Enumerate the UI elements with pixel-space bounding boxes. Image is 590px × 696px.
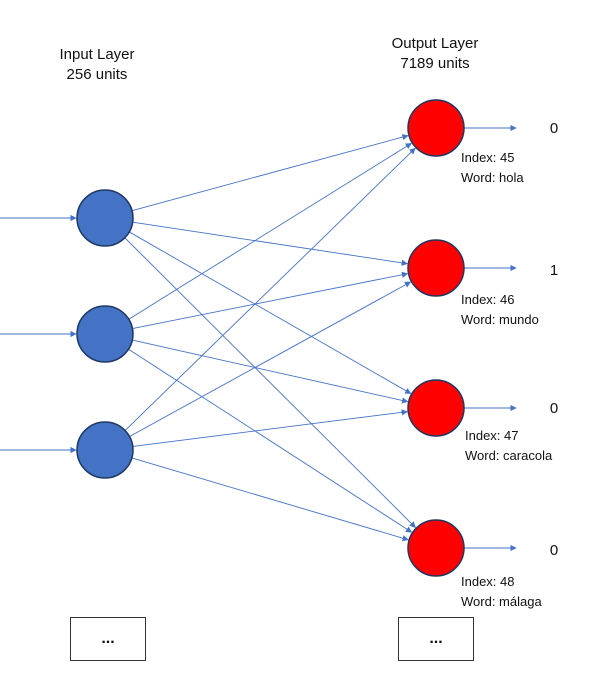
output-layer-more-box: ... [398,617,474,661]
input-layer-title: Input Layer 256 units [12,45,182,85]
input-layer-title-text: Input Layer [59,46,135,63]
output-node-word: Word: málaga [461,594,542,609]
output-node-2 [407,239,465,297]
connection-edge-3-3 [132,409,408,447]
connection-edge-1-2 [132,221,408,266]
output-node-label-1: Index: 45 Word: hola [461,148,524,188]
output-layer-title: Output Layer 7189 units [350,34,520,74]
output-node-index: Index: 46 [461,292,515,307]
input-layer-units: 256 units [66,66,128,83]
input-layer-more-box: ... [70,617,146,661]
connection-edge-1-4 [124,237,416,528]
output-node-word: Word: mundo [461,312,539,327]
input-node-1 [76,189,134,247]
connection-edge-3-4 [131,457,409,542]
output-layer-more-label: ... [429,630,443,647]
output-layer-title-text: Output Layer [391,35,479,52]
output-node-index: Index: 45 [461,150,515,165]
output-node-index: Index: 47 [465,428,519,443]
output-value-4: 0 [549,542,559,559]
output-value-3: 0 [549,400,559,417]
connection-edge-2-1 [128,142,412,320]
connection-edge-2-3 [132,339,409,404]
output-node-word: Word: hola [461,170,524,185]
output-node-4 [407,519,465,577]
connection-edge-2-4 [128,348,413,533]
output-node-label-3: Index: 47 Word: caracola [465,426,552,466]
output-value-1: 0 [549,120,559,137]
output-node-label-4: Index: 48 Word: málaga [461,572,542,612]
output-node-3 [407,379,465,437]
output-node-index: Index: 48 [461,574,515,589]
connection-edge-3-2 [129,281,412,437]
input-node-3 [76,421,134,479]
output-node-word: Word: caracola [465,448,553,463]
connection-edge-2-2 [132,271,409,329]
output-value-2: 1 [549,262,559,279]
connection-edge-3-1 [124,147,416,431]
input-layer-more-label: ... [101,630,115,647]
connection-edge-1-3 [129,231,412,394]
output-node-label-2: Index: 46 Word: mundo [461,290,539,330]
input-node-2 [76,305,134,363]
connection-edge-1-1 [131,134,409,212]
output-node-1 [407,99,465,157]
output-layer-units: 7189 units [400,55,470,72]
